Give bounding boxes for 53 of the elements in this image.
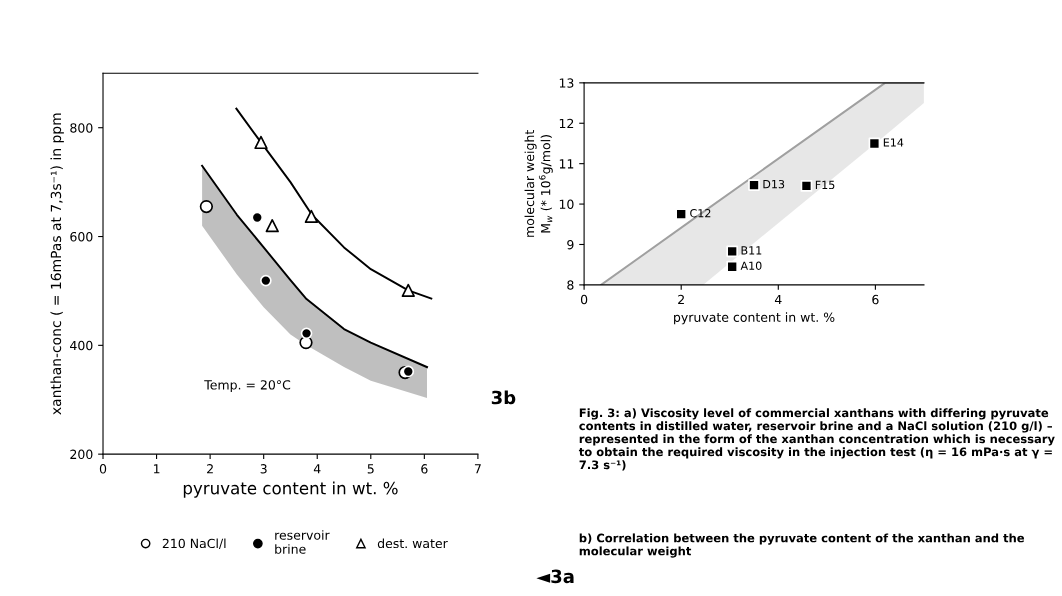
y-tick-label: 8 xyxy=(567,280,574,290)
x-tick-label: 4 xyxy=(774,294,782,305)
annotation: D13 xyxy=(763,179,785,189)
annotation: A10 xyxy=(740,261,762,270)
point xyxy=(259,274,272,287)
point xyxy=(254,135,268,150)
annotation: Temp. = 20°C xyxy=(204,380,291,393)
y-tick-label: 800 xyxy=(70,123,93,133)
point xyxy=(402,365,415,378)
y-tick-label: 600 xyxy=(70,232,93,242)
point xyxy=(304,209,318,224)
y-axis-title: molecular weight M$_{w}$ (* 10$^{6}$g/mol) xyxy=(524,130,553,237)
x-tick-label: 0 xyxy=(580,294,588,305)
point xyxy=(800,180,813,192)
point xyxy=(199,199,214,214)
point xyxy=(868,137,881,150)
x-axis-title: pyruvate content in wt. % xyxy=(674,312,835,325)
point xyxy=(726,245,739,258)
annotation: F15 xyxy=(815,180,835,190)
y-tick-label: 9 xyxy=(567,239,574,250)
annotation: B11 xyxy=(741,246,762,255)
x-tick-label: 6 xyxy=(421,464,428,474)
y-axis-title: xanthan-conc ( = 16mPas at 7,3s⁻¹) in ppm xyxy=(50,113,64,415)
x-tick-label: 5 xyxy=(367,464,374,474)
y-tick-label: 11 xyxy=(559,159,574,169)
text: b) Correlation between the pyruvate content of the xanthan and the molecular weight xyxy=(579,533,1025,558)
caption: Fig. 3: a) Viscosity level of commercial xanthans with differing pyruvate contents in distilled water, reservoir brine and a NaCl solution (210 g/l) – represented in the form of the xanthan concentration which is necessary to obtain the required viscosity in the injection test (η = 16 mPa·s at γ = 7.3 s⁻¹) xyxy=(578,408,1055,471)
x-tick-label: 1 xyxy=(153,464,160,474)
text: ◄3a xyxy=(536,569,574,584)
x-tick-label: 6 xyxy=(872,294,879,305)
legend-label: 210 NaCl/l xyxy=(162,538,226,550)
y-tick-label: 13 xyxy=(559,78,574,88)
text: 3b xyxy=(491,390,516,405)
point xyxy=(748,179,760,191)
y-tick-label: 200 xyxy=(70,449,93,460)
annotation: C12 xyxy=(690,208,711,218)
y-tick-label: 10 xyxy=(559,199,574,209)
x-tick-label: 7 xyxy=(474,464,481,474)
x-tick-label: 2 xyxy=(207,464,213,474)
x-tick-label: 2 xyxy=(678,294,684,305)
line-series xyxy=(235,107,433,300)
x-tick-label: 4 xyxy=(313,464,321,474)
annotation: E14 xyxy=(883,138,904,147)
point xyxy=(300,327,313,340)
x-tick-label: 0 xyxy=(99,464,107,474)
point xyxy=(265,219,279,233)
point xyxy=(401,283,415,298)
y-tick-label: 12 xyxy=(559,118,574,128)
x-tick-label: 3 xyxy=(260,464,267,474)
legend-label: dest. water xyxy=(377,538,448,549)
x-axis-title: pyruvate content in wt. % xyxy=(183,481,398,498)
y-tick-label: 400 xyxy=(70,340,93,351)
legend-label: reservoir brine xyxy=(275,530,330,554)
